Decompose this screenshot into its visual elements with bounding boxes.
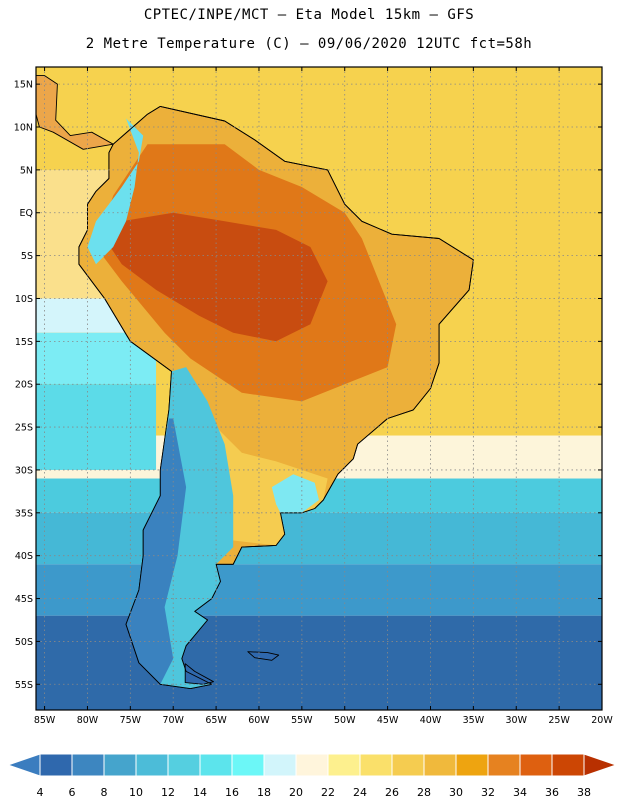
lon-tick-label: 55W [291,715,313,726]
lat-tick-label: EQ [20,208,33,219]
lon-tick-label: 75W [120,715,142,726]
colorbar-swatch [39,753,73,777]
zone-uruguay-cool [271,474,319,513]
lat-tick-label: 50S [15,637,33,648]
colorbar-swatch [551,753,585,777]
ocean-band-3 [36,512,602,565]
lat-tick-label: 20S [15,380,33,391]
colorbar-swatch [135,753,169,777]
lat-tick-label: 30S [15,465,33,476]
colorbar-swatch [295,753,329,777]
zone-andes-cool [87,118,144,265]
colorbar-swatch [71,753,105,777]
colorbar-swatch [231,753,265,777]
lat-tick-label: 5N [20,165,33,176]
colorbar-swatch [455,753,489,777]
colorbar-level-label: 6 [69,786,76,799]
lon-tick-label: 50W [334,715,356,726]
zone-central-america [36,75,114,150]
colorbar-level-label: 28 [417,786,431,799]
lat-tick-label: 40S [15,551,33,562]
colorbar-level-label: 30 [449,786,463,799]
lon-tick-label: 65W [205,715,227,726]
lat-tick-label: 10S [15,294,33,305]
colorbar: 4 6 8 10 12 14 16 18 20 22 24 26 28 30 32 34 36 38 [6,753,618,799]
zone-patagonia-cold [126,418,187,685]
colorbar-swatch [263,753,297,777]
lat-tick-label: 45S [15,594,33,605]
lon-tick-label: 20W [591,715,613,726]
zone-falklands [247,651,280,661]
colorbar-swatch [199,753,233,777]
colorbar-swatch [423,753,457,777]
colorbar-swatch [327,753,361,777]
colorbar-swatch [167,753,201,777]
map-title-line2: 2 Metre Temperature (C) – 09/06/2020 12U… [85,36,533,52]
map-plot-area [0,67,602,710]
colorbar-level-label: 22 [321,786,335,799]
colorbar-level-label: 14 [193,786,207,799]
ocean-band-4 [36,564,602,616]
lon-tick-label: 35W [463,715,485,726]
colorbar-swatch [359,753,393,777]
colorbar-level-label: 20 [289,786,303,799]
lon-tick-label: 45W [377,715,399,726]
land-field [0,75,474,690]
colorbar-swatch [391,753,425,777]
colorbar-level-label: 34 [513,786,527,799]
lat-lon-grid [36,67,602,710]
colorbar-swatch [519,753,553,777]
lat-tick-label: 55S [15,680,33,691]
colorbar-level-label: 8 [101,786,108,799]
lon-tick-label: 70W [162,715,184,726]
lon-tick-label: 30W [506,715,528,726]
axis-ticks: 15N 10N 5N EQ 5S 10S 15S 20S 25S 30S 35S 40S 45S 50S 5… [14,67,613,726]
ocean-band-5 [36,615,602,710]
plot-frame [35,66,603,711]
coastline [78,105,474,690]
lat-tick-label: 25S [15,423,33,434]
lat-tick-label: 35S [15,508,33,519]
lon-tick-label: 80W [77,715,99,726]
lon-tick-label: 85W [34,715,56,726]
lon-tick-label: 40W [420,715,442,726]
colorbar-level-label: 24 [353,786,367,799]
zone-galapagos [0,211,9,224]
colorbar-level-label: 26 [385,786,399,799]
colorbar-level-label: 32 [481,786,495,799]
lon-tick-label: 60W [248,715,270,726]
lon-tick-label: 25W [548,715,570,726]
lat-tick-label: 5S [21,251,33,262]
colorbar-level-label: 18 [257,786,271,799]
lat-tick-label: 15S [15,337,33,348]
colorbar-level-label: 4 [37,786,44,799]
colorbar-level-label: 16 [225,786,239,799]
colorbar-level-label: 10 [129,786,143,799]
colorbar-arrow-high [583,753,618,777]
colorbar-swatch [487,753,521,777]
colorbar-level-label: 38 [577,786,591,799]
map-title-line1: CPTEC/INPE/MCT – Eta Model 15km – GFS [143,7,475,23]
zone-amazon-core [104,212,328,342]
lat-tick-label: 15N [14,80,33,91]
colorbar-level-label: 12 [161,786,175,799]
colorbar-swatch [103,753,137,777]
colorbar-level-label: 36 [545,786,559,799]
colorbar-arrow-low [6,753,41,777]
lat-tick-label: 10N [14,123,33,134]
